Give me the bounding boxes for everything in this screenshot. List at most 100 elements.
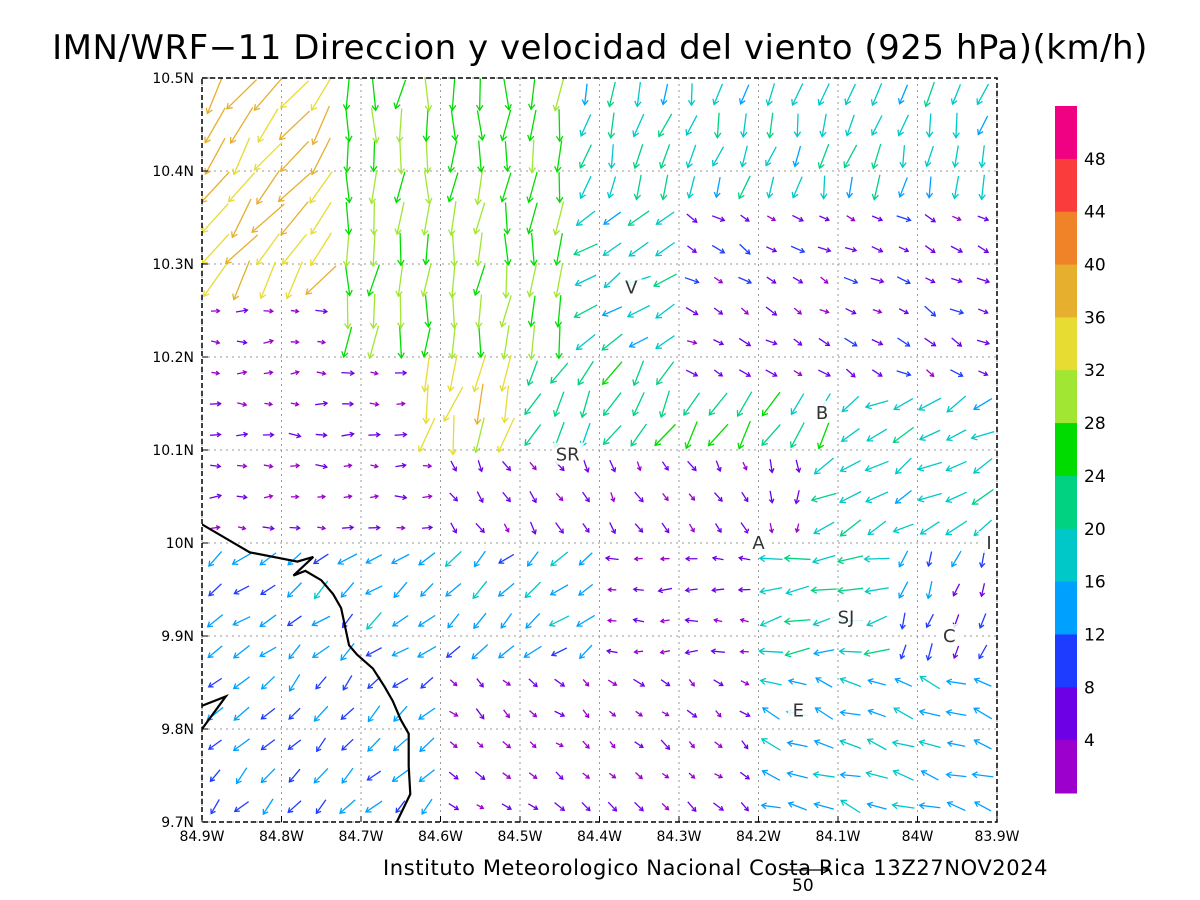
credit-text: Instituto Meteorologico Nacional Costa R… <box>383 856 1049 880</box>
wind-vector <box>866 428 888 442</box>
station-label: I <box>986 533 991 554</box>
wind-vector <box>313 767 329 784</box>
wind-vector <box>660 174 669 201</box>
wind-vector <box>309 171 333 204</box>
wind-vector <box>280 201 309 236</box>
wind-vector <box>527 295 536 328</box>
wind-vector <box>364 800 383 813</box>
wind-vector <box>344 264 353 297</box>
wind-vector <box>607 801 618 812</box>
wind-vector <box>919 521 940 535</box>
wind-vector <box>524 393 542 416</box>
wind-vector <box>894 457 912 475</box>
wind-vector <box>841 395 860 413</box>
wind-vector <box>236 494 248 500</box>
wind-vector <box>366 264 381 297</box>
wind-vector <box>579 175 592 200</box>
wind-vector <box>945 491 967 503</box>
wind-vector <box>683 392 701 417</box>
wind-vector <box>393 705 408 722</box>
lat-tick-label: 9.7N <box>161 815 194 831</box>
wind-vector <box>945 678 967 686</box>
wind-vector <box>450 460 458 472</box>
wind-vector <box>396 525 406 531</box>
wind-vector <box>977 245 990 253</box>
wind-vector <box>713 802 725 811</box>
colorbar-label: 40 <box>1084 256 1106 276</box>
wind-vector <box>290 494 300 500</box>
wind-vector <box>310 201 332 236</box>
wind-vector <box>211 370 221 376</box>
wind-vector <box>761 707 780 720</box>
wind-vector <box>579 644 593 660</box>
wind-vector <box>661 522 670 534</box>
wind-vector <box>424 295 432 329</box>
wind-vector <box>445 583 462 597</box>
reference-vector-label: 50 <box>792 876 814 896</box>
wind-vector <box>603 272 621 289</box>
wind-vector <box>232 260 251 301</box>
wind-vector <box>792 276 804 284</box>
wind-vector <box>867 678 886 686</box>
wind-vector <box>688 772 696 779</box>
wind-vector <box>503 709 510 719</box>
wind-vector <box>471 644 489 660</box>
wind-vector <box>555 771 564 781</box>
wind-vector <box>339 799 356 814</box>
wind-vector <box>892 769 914 781</box>
wind-vector <box>503 233 512 266</box>
wind-vector <box>896 276 911 285</box>
wind-vector <box>576 614 595 627</box>
colorbar-label: 24 <box>1084 467 1106 487</box>
wind-vector <box>499 172 512 203</box>
wind-vector <box>207 677 223 688</box>
wind-vector <box>740 307 749 315</box>
wind-vector <box>369 401 380 407</box>
colorbar-swatch <box>1055 581 1077 635</box>
wind-vector <box>633 174 642 201</box>
wind-vector <box>786 770 808 779</box>
wind-vector <box>474 771 486 781</box>
wind-vector <box>475 522 485 534</box>
wind-vector <box>737 587 751 593</box>
wind-vector <box>817 246 832 253</box>
wind-vector <box>684 587 698 593</box>
wind-vector <box>397 294 405 330</box>
wind-vector <box>813 521 835 535</box>
station-label-bg <box>787 698 809 721</box>
wind-vector <box>448 803 460 811</box>
colorbar-swatch <box>1055 687 1077 741</box>
station-label-bg <box>829 605 862 628</box>
wind-vector <box>316 370 327 376</box>
wind-vector <box>579 390 591 419</box>
wind-vector <box>204 107 226 144</box>
wind-vector <box>607 679 618 686</box>
wind-vector <box>740 113 748 139</box>
wind-vector <box>924 213 937 223</box>
wind-vector <box>610 492 616 503</box>
wind-vector <box>707 423 729 447</box>
wind-vector <box>656 361 675 386</box>
wind-vector <box>952 112 960 139</box>
colorbar-label: 8 <box>1084 678 1095 698</box>
wind-vector <box>317 525 327 531</box>
lat-tick-label: 10.3N <box>152 257 194 273</box>
wind-vector <box>202 203 229 234</box>
wind-vector <box>422 384 430 425</box>
coastline-south <box>202 694 229 730</box>
wind-vector <box>843 144 858 169</box>
wind-vector <box>575 210 596 226</box>
wind-vector <box>795 459 802 474</box>
wind-vector <box>898 177 908 198</box>
wind-vector <box>766 246 778 253</box>
station-label-bg <box>620 275 642 298</box>
wind-vector <box>310 137 331 176</box>
wind-vector <box>688 493 696 501</box>
wind-vector <box>660 739 671 751</box>
wind-vector <box>232 645 250 659</box>
wind-vector <box>364 585 383 595</box>
wind-vector <box>263 463 274 469</box>
wind-vector <box>209 401 222 407</box>
wind-vector <box>759 677 782 686</box>
wind-vector <box>315 400 329 407</box>
